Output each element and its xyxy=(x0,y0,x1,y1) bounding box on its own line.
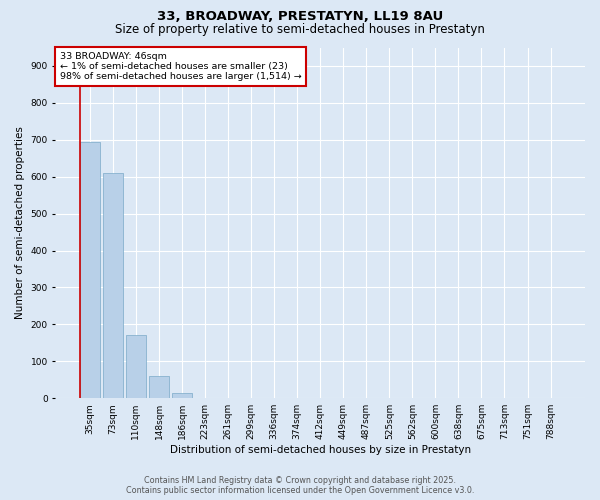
Text: 33 BROADWAY: 46sqm
← 1% of semi-detached houses are smaller (23)
98% of semi-det: 33 BROADWAY: 46sqm ← 1% of semi-detached… xyxy=(59,52,301,82)
Bar xyxy=(149,376,169,398)
Text: Contains HM Land Registry data © Crown copyright and database right 2025.
Contai: Contains HM Land Registry data © Crown c… xyxy=(126,476,474,495)
Bar xyxy=(172,393,193,398)
Bar xyxy=(125,336,146,398)
X-axis label: Distribution of semi-detached houses by size in Prestatyn: Distribution of semi-detached houses by … xyxy=(170,445,471,455)
Bar xyxy=(103,173,123,398)
Y-axis label: Number of semi-detached properties: Number of semi-detached properties xyxy=(15,126,25,320)
Bar xyxy=(80,142,100,398)
Text: Size of property relative to semi-detached houses in Prestatyn: Size of property relative to semi-detach… xyxy=(115,22,485,36)
Text: 33, BROADWAY, PRESTATYN, LL19 8AU: 33, BROADWAY, PRESTATYN, LL19 8AU xyxy=(157,10,443,23)
